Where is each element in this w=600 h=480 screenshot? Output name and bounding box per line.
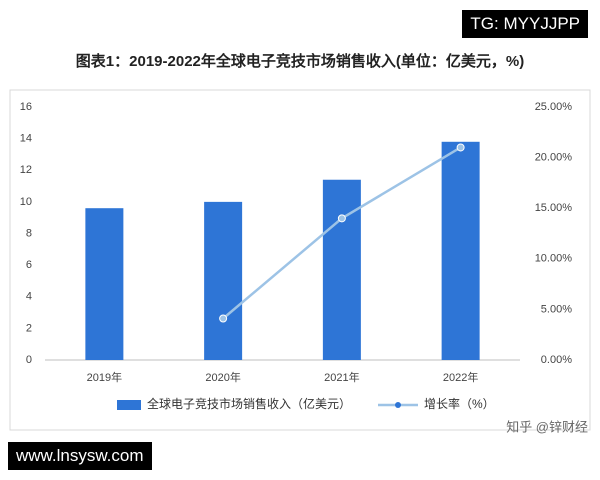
legend-label: 增长率（%） xyxy=(424,396,495,411)
bar xyxy=(322,179,361,360)
chart-frame xyxy=(9,89,591,431)
watermark: 知乎 @锌财经 xyxy=(506,419,588,434)
x-tick-label: 2019年 xyxy=(87,370,122,384)
y-tick-label: 0 xyxy=(26,354,32,366)
x-tick-label: 2021年 xyxy=(324,370,359,384)
y-tick-label: 12 xyxy=(20,164,32,176)
legend-swatch xyxy=(117,400,141,410)
y2-tick-label: 10.00% xyxy=(535,253,573,265)
x-tick-label: 2020年 xyxy=(205,370,240,384)
x-tick-label: 2022年 xyxy=(443,370,478,384)
y-tick-label: 10 xyxy=(20,196,32,208)
y2-tick-label: 0.00% xyxy=(541,354,572,366)
legend-label: 全球电子竞技市场销售收入（亿美元） xyxy=(147,396,351,411)
bar xyxy=(204,201,243,360)
legend-swatch xyxy=(395,402,401,408)
bar xyxy=(85,208,124,360)
y-tick-label: 4 xyxy=(26,291,32,303)
website: www.lnsysw.com xyxy=(8,442,152,470)
line-point xyxy=(219,314,228,323)
y2-tick-label: 5.00% xyxy=(541,303,572,315)
y-tick-label: 14 xyxy=(20,133,32,145)
y2-tick-label: 25.00% xyxy=(535,101,573,113)
y2-tick-label: 20.00% xyxy=(535,152,573,164)
tag: TG: MYYJJPP xyxy=(462,10,588,38)
line-point xyxy=(337,214,346,223)
y2-tick-label: 15.00% xyxy=(535,202,573,214)
y-tick-label: 2 xyxy=(26,322,32,334)
line-point xyxy=(456,143,465,152)
bar xyxy=(441,141,480,360)
y-tick-label: 6 xyxy=(26,259,32,271)
chart-title: 图表1：2019-2022年全球电子竞技市场销售收入(单位：亿美元，%) xyxy=(76,52,524,70)
y-tick-label: 8 xyxy=(26,227,32,239)
y-tick-label: 16 xyxy=(20,101,32,113)
